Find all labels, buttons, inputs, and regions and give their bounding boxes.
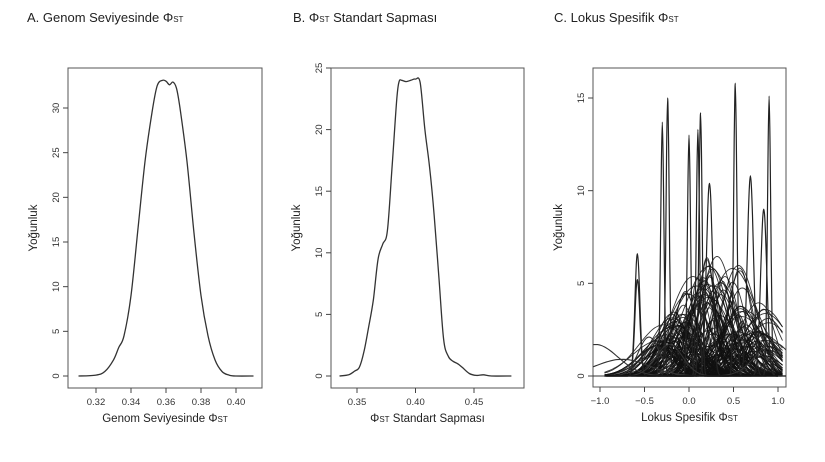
panel-b-title: B. ΦST Standart Sapması xyxy=(293,10,437,25)
y-tick-label: 20 xyxy=(51,192,62,203)
y-axis-label: Yoğunluk xyxy=(553,204,565,251)
x-tick-label: −1.0 xyxy=(591,396,610,407)
density-curve xyxy=(339,77,512,377)
y-tick-label: 30 xyxy=(51,103,62,114)
x-tick-label: 1.0 xyxy=(771,396,784,407)
panel-b-title-sub: ST xyxy=(319,15,330,24)
x-tick-label: 0.0 xyxy=(682,396,695,407)
panel-b-plot: 0.35 0.40 0.45 0 5 10 15 20 25 ΦST Standart Sapma… xyxy=(291,63,525,425)
panel-a-plot: 0.32 0.34 0.36 0.38 0.40 0 5 10 15 20 25 30 Genom Se… xyxy=(28,67,263,425)
y-tick-label: 5 xyxy=(314,312,325,317)
panel-a-title: A. Genom Seviyesinde ΦST xyxy=(27,10,183,25)
y-tick-label: 25 xyxy=(51,147,62,158)
x-tick-label: 0.38 xyxy=(192,397,211,408)
panel-c-plot: −1.0 −0.5 0.0 0.5 1.0 0 5 10 15 Lokus Spesifik ΦS… xyxy=(553,67,787,424)
locus-density-curves xyxy=(593,82,786,377)
y-tick-label: 15 xyxy=(576,93,587,104)
panel-a-title-main: A. Genom Seviyesinde Φ xyxy=(27,10,174,25)
y-axis-label: Yoğunluk xyxy=(28,204,40,251)
panel-b-title-post: Standart Sapması xyxy=(329,10,438,25)
y-tick-label: 25 xyxy=(314,63,325,74)
density-curve xyxy=(78,79,254,377)
y-tick-label: 10 xyxy=(51,281,62,292)
x-axis-label: Lokus Spesifik ΦST xyxy=(641,412,738,424)
x-tick-label: 0.45 xyxy=(465,397,484,408)
x-tick-label: 0.40 xyxy=(227,397,246,408)
y-tick-label: 20 xyxy=(314,124,325,135)
y-tick-label: 15 xyxy=(51,237,62,248)
plot-frame xyxy=(67,67,263,389)
panel-c-title-sub: ST xyxy=(668,15,679,24)
y-tick-label: 15 xyxy=(314,186,325,197)
x-tick-label: 0.5 xyxy=(727,396,740,407)
x-axis-label: Genom Seviyesinde ΦST xyxy=(102,413,228,425)
plot-frame xyxy=(330,67,525,389)
y-tick-label: 10 xyxy=(314,248,325,259)
y-axis-label: Yoğunluk xyxy=(291,204,303,251)
y-tick-label: 10 xyxy=(576,185,587,196)
x-tick-label: −0.5 xyxy=(635,396,654,407)
panel-b-title-pre: B. Φ xyxy=(293,10,320,25)
x-tick-label: 0.35 xyxy=(348,397,367,408)
panel-a-title-sub: ST xyxy=(173,15,184,24)
y-tick-label: 5 xyxy=(51,329,62,334)
y-tick-label: 0 xyxy=(51,373,62,378)
x-tick-label: 0.34 xyxy=(122,397,141,408)
x-tick-label: 0.32 xyxy=(87,397,106,408)
panel-c-title: C. Lokus Spesifik ΦST xyxy=(554,10,679,25)
y-tick-label: 5 xyxy=(576,281,587,286)
x-tick-label: 0.36 xyxy=(157,397,176,408)
y-tick-label: 0 xyxy=(576,373,587,378)
y-tick-label: 0 xyxy=(314,373,325,378)
x-axis-label: ΦST Standart Sapması xyxy=(370,413,485,425)
panel-c-title-main: C. Lokus Spesifik Φ xyxy=(554,10,669,25)
x-tick-label: 0.40 xyxy=(406,397,425,408)
